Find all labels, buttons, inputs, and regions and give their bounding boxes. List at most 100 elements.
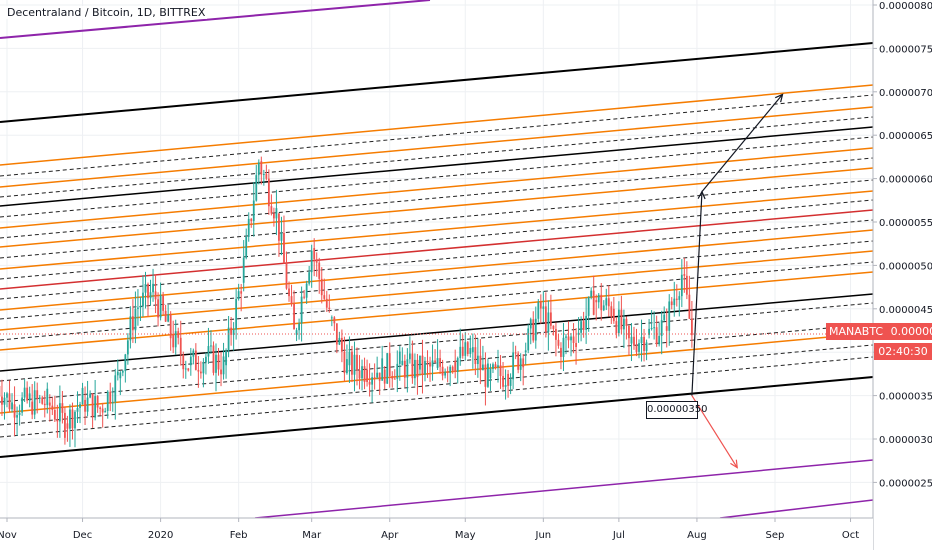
candle-body: [688, 295, 690, 319]
grid: [0, 0, 873, 518]
candle-body: [31, 402, 33, 415]
candle-body: [636, 346, 638, 352]
candle-body: [462, 347, 464, 356]
candle-body: [341, 338, 343, 352]
candle-body: [379, 373, 381, 381]
candle-body: [386, 353, 388, 383]
candle-body: [364, 366, 366, 382]
candle-body: [223, 356, 225, 374]
candle-body: [658, 336, 660, 344]
candle-body: [74, 412, 76, 429]
candle-body: [273, 214, 275, 219]
candle-body: [610, 306, 612, 317]
candle-body: [225, 351, 227, 365]
candle-body: [260, 161, 262, 174]
candle-body: [638, 343, 640, 352]
candle-body: [9, 393, 11, 409]
candle-body: [36, 390, 38, 399]
candle-body: [61, 403, 63, 413]
price-axis[interactable]: [873, 0, 932, 550]
candle-body: [411, 353, 413, 378]
candle-body: [89, 394, 91, 398]
candle-body: [99, 408, 101, 409]
time-tick-label: May: [455, 530, 476, 541]
candle-body: [11, 402, 13, 409]
candle-body: [585, 316, 587, 330]
candle-body: [245, 237, 247, 258]
arrow-head: [730, 460, 737, 468]
candle-body: [646, 342, 648, 351]
candle-body: [369, 382, 371, 385]
candle-body: [49, 403, 51, 406]
time-tick-label: 2020: [148, 530, 173, 541]
channel-line: [0, 107, 873, 187]
candle-body: [167, 315, 169, 322]
candle-body: [170, 315, 172, 339]
candle-body: [333, 317, 335, 323]
candle-body: [527, 328, 529, 350]
candle-body: [200, 372, 202, 374]
time-tick-label: Mar: [302, 530, 322, 541]
candle-body: [568, 336, 570, 340]
candle-body: [323, 295, 325, 299]
price-tick-label: 0.00000350: [879, 392, 932, 403]
candle-body: [472, 347, 474, 352]
candle-body: [520, 358, 522, 369]
candle-body: [145, 284, 147, 293]
candle-body: [77, 408, 79, 412]
candle-body: [157, 299, 159, 317]
candle-body: [286, 263, 288, 288]
countdown-badge: 02:40:30: [874, 343, 932, 360]
candle-body: [215, 355, 217, 373]
candle-body: [626, 319, 628, 326]
candle-body: [82, 388, 84, 404]
candle-body: [401, 361, 403, 365]
price-callout[interactable]: 0.00000350: [646, 401, 698, 419]
candle-body: [298, 324, 300, 331]
candle-body: [391, 376, 393, 379]
candle-body: [404, 361, 406, 378]
candle-body: [303, 297, 305, 298]
candle-body: [550, 312, 552, 325]
candle-body: [615, 321, 617, 333]
candle-body: [318, 263, 320, 279]
time-axis[interactable]: [0, 518, 873, 550]
candle-body: [631, 337, 633, 344]
candle-body: [119, 373, 121, 379]
candle-body: [374, 377, 376, 378]
candle-body: [469, 348, 471, 354]
candle-body: [150, 292, 152, 298]
candle-body: [603, 305, 605, 310]
candle-body: [608, 298, 610, 306]
candle-body: [316, 259, 318, 262]
candle-body: [600, 295, 602, 310]
candle-body: [124, 354, 126, 371]
candle-body: [434, 360, 436, 362]
candle-body: [172, 335, 174, 347]
candle-body: [114, 375, 116, 402]
candle-body: [517, 353, 519, 369]
candle-body: [532, 319, 534, 340]
candle-body: [182, 355, 184, 369]
candle-body: [248, 219, 250, 237]
candle-body: [598, 295, 600, 302]
candle-body: [479, 356, 481, 371]
candle-body: [283, 233, 285, 263]
candle-body: [127, 340, 129, 354]
candle-body: [238, 291, 240, 299]
candle-body: [396, 364, 398, 379]
candle-body: [26, 388, 28, 401]
candle-body: [102, 409, 104, 413]
candle-body: [613, 309, 615, 321]
candle-body: [250, 219, 252, 221]
candle-body: [366, 370, 368, 382]
candle-body: [537, 302, 539, 319]
candle-body: [628, 326, 630, 338]
candle-body: [595, 300, 597, 302]
candle-body: [39, 398, 41, 399]
candle-body: [278, 213, 280, 240]
